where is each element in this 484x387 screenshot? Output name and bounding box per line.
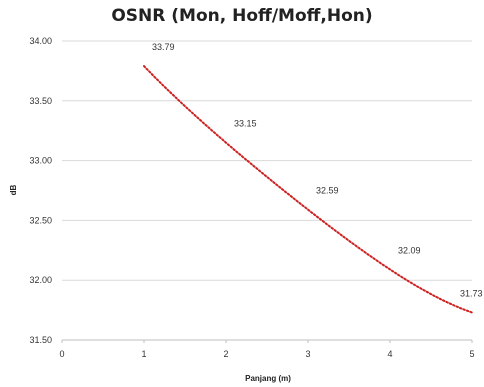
series-layer: [144, 66, 472, 312]
data-label: 33.79: [152, 42, 175, 52]
y-tick-label: 32.00: [29, 275, 52, 285]
data-label: 32.59: [316, 186, 339, 196]
x-tick-label: 1: [141, 349, 146, 359]
x-tick-label: 4: [387, 349, 392, 359]
y-tick-label: 34.00: [29, 36, 52, 46]
grid-layer: [62, 41, 472, 340]
y-tick-label: 33.50: [29, 96, 52, 106]
label-layer: 33.79 33.15 32.59 32.09 31.73: [152, 42, 483, 298]
y-tick-label: 31.50: [29, 335, 52, 345]
y-tick-label: 32.50: [29, 215, 52, 225]
data-label: 31.73: [460, 288, 483, 298]
x-tick-label: 2: [223, 349, 228, 359]
y-axis-title: dB: [9, 184, 18, 195]
y-tick-label: 33.00: [29, 156, 52, 166]
x-tick-label: 3: [305, 349, 310, 359]
data-label: 32.09: [398, 245, 421, 255]
data-label: 33.15: [234, 119, 257, 129]
x-axis-title: Panjang (m): [245, 374, 291, 383]
series-line: [144, 66, 472, 312]
x-tick-label: 5: [469, 349, 474, 359]
axis-layer: 31.50 32.00 32.50 33.00 33.50 34.00 0 1 2 3 4 5: [29, 36, 474, 359]
x-tick-label: 0: [59, 349, 64, 359]
